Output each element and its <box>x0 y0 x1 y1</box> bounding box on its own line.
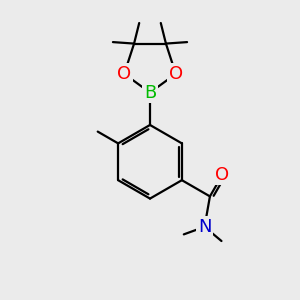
Text: O: O <box>169 65 183 83</box>
Text: O: O <box>117 65 131 83</box>
Text: B: B <box>144 84 156 102</box>
Text: O: O <box>215 166 230 184</box>
Text: N: N <box>198 218 211 236</box>
